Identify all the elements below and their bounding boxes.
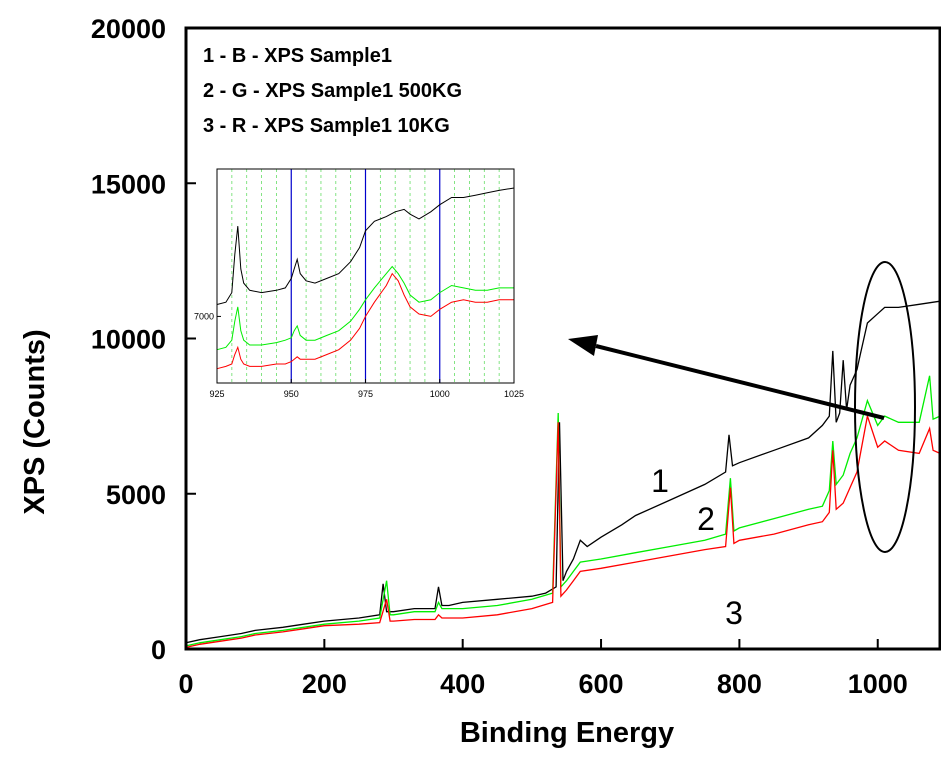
series-1-line xyxy=(185,300,941,644)
x-tick-label: 0 xyxy=(178,669,193,699)
inset-x-tick-label: 1025 xyxy=(504,389,524,399)
x-tick-label: 800 xyxy=(717,669,762,699)
zoom-arrow-head xyxy=(568,335,598,356)
inset-series-2-line xyxy=(216,265,514,351)
inset-axis-ticks: 925 950 975 1000 1025 7000 xyxy=(194,311,524,399)
inset-series-1-line xyxy=(216,187,515,305)
inset-x-tick-label: 950 xyxy=(284,389,299,399)
zoom-arrow-shaft xyxy=(595,344,885,420)
series-3-line xyxy=(185,415,941,649)
legend-entry-2: 2 - G - XPS Sample1 500KG xyxy=(203,80,462,102)
x-tick-label: 600 xyxy=(579,669,624,699)
series-2-line xyxy=(185,375,941,647)
y-tick-label: 15000 xyxy=(91,169,166,199)
y-axis-title: XPS (Counts) xyxy=(19,329,51,514)
legend-entry-1: 1 - B - XPS Sample1 xyxy=(203,45,392,67)
y-tick-label: 20000 xyxy=(91,14,166,44)
inset-x-tick-label: 975 xyxy=(358,389,373,399)
y-tick-label: 5000 xyxy=(106,480,166,510)
highlight-ellipse xyxy=(854,261,916,553)
y-tick-label: 10000 xyxy=(91,325,166,355)
y-tick-label: 0 xyxy=(151,635,166,665)
legend: 1 - B - XPS Sample1 2 - G - XPS Sample1 … xyxy=(203,45,462,137)
inset-x-tick-label: 1000 xyxy=(430,389,450,399)
inset-plot: 925 950 975 1000 1025 7000 xyxy=(194,168,524,399)
inset-series-3-line xyxy=(216,272,514,370)
x-tick-label: 400 xyxy=(440,669,485,699)
x-axis-title: Binding Energy xyxy=(460,717,674,749)
inset-y-tick-label: 7000 xyxy=(194,311,214,321)
curve-label-1: 1 xyxy=(651,463,669,499)
x-tick-label: 1000 xyxy=(848,669,908,699)
curve-label-3: 3 xyxy=(725,595,743,631)
x-tick-label: 200 xyxy=(302,669,347,699)
curve-label-2: 2 xyxy=(697,501,715,537)
legend-entry-3: 3 - R - XPS Sample1 10KG xyxy=(203,115,450,137)
main-series-group xyxy=(185,300,941,649)
inset-x-tick-label: 925 xyxy=(209,389,224,399)
inset-series-group xyxy=(216,187,515,370)
